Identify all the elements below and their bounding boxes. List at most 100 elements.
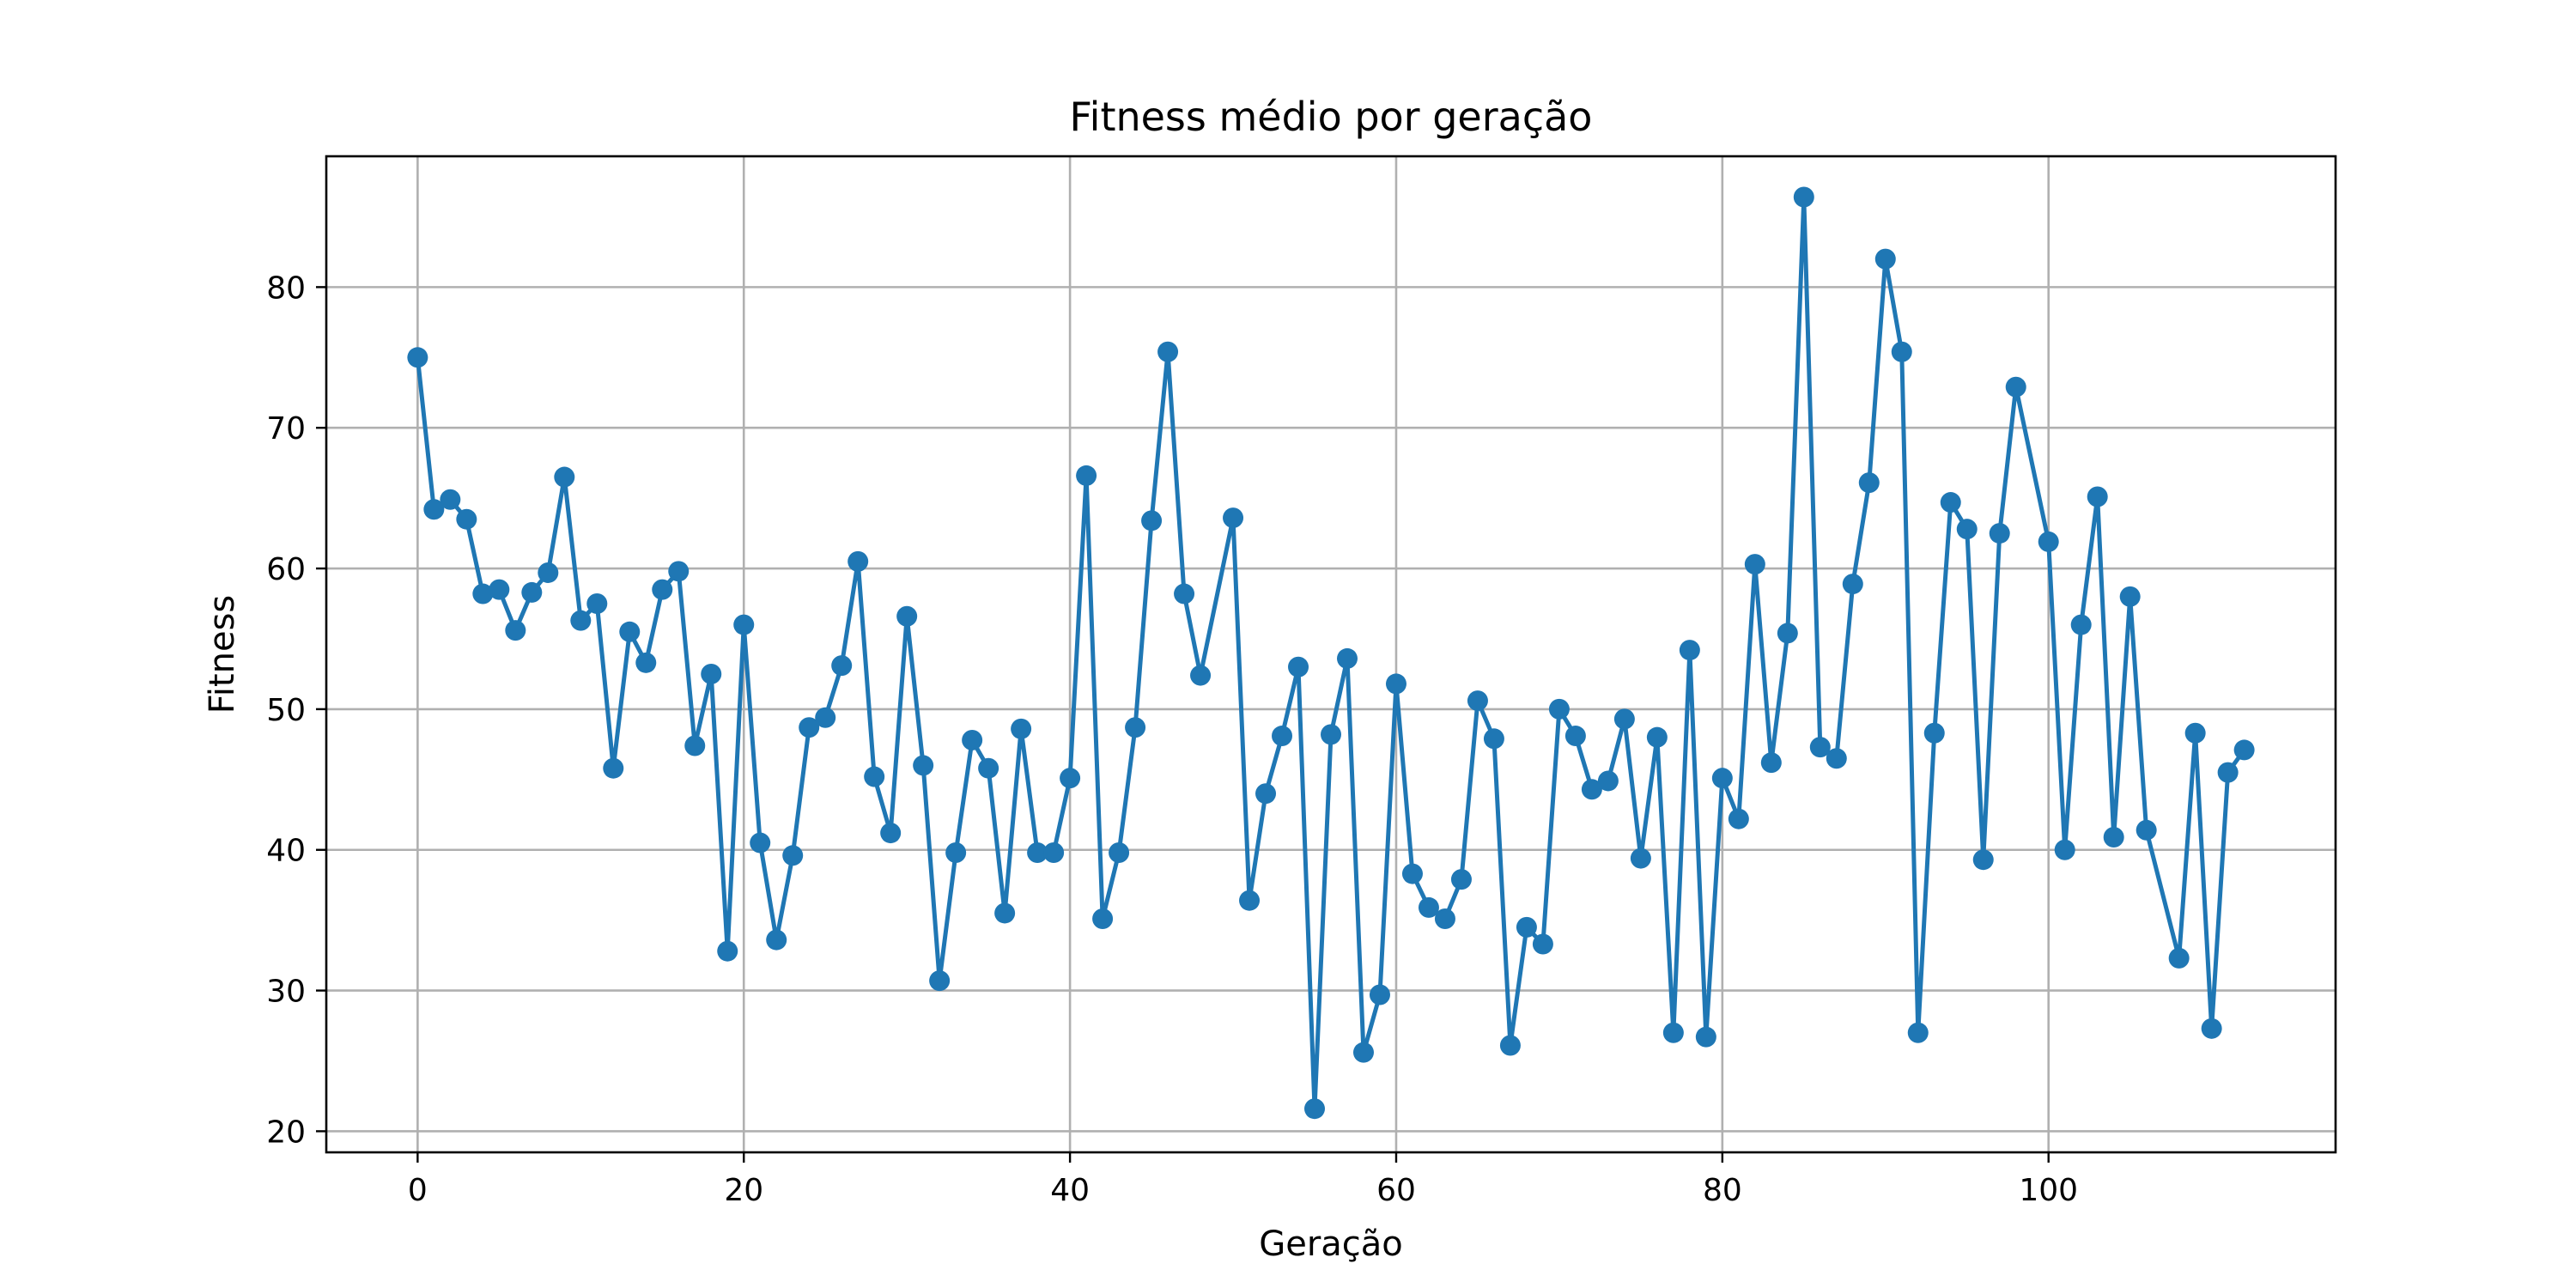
data-point xyxy=(896,605,918,627)
data-point xyxy=(848,550,869,572)
data-point xyxy=(538,562,559,583)
series-line xyxy=(415,195,2246,1111)
x-tick-label: 40 xyxy=(1050,1173,1090,1208)
data-point xyxy=(913,755,934,776)
data-point xyxy=(2201,1018,2222,1039)
data-point xyxy=(1662,1022,1684,1043)
data-point xyxy=(1401,863,1423,884)
data-point xyxy=(1630,848,1651,869)
data-point xyxy=(978,757,999,779)
data-point xyxy=(1190,665,1212,686)
data-point xyxy=(1646,726,1668,748)
data-point xyxy=(1157,341,1179,362)
data-point xyxy=(1223,507,1244,529)
data-point xyxy=(1891,341,1912,362)
data-point xyxy=(619,621,641,642)
data-point xyxy=(1109,842,1130,864)
data-point xyxy=(815,707,836,728)
plot-frame xyxy=(325,155,2337,1154)
data-point xyxy=(2103,826,2124,848)
data-point xyxy=(1728,808,1749,829)
data-point xyxy=(831,655,853,677)
data-point xyxy=(505,620,526,641)
data-point xyxy=(1272,726,1293,747)
data-point xyxy=(1141,510,1163,532)
data-point xyxy=(1597,770,1619,792)
x-tick-label: 60 xyxy=(1376,1173,1416,1208)
data-point xyxy=(1174,583,1195,605)
data-point xyxy=(1548,698,1570,720)
data-point xyxy=(423,499,445,520)
data-point xyxy=(1711,768,1733,789)
data-point xyxy=(1239,890,1261,911)
data-point xyxy=(1695,1026,1716,1048)
data-point xyxy=(1940,492,1961,513)
data-point xyxy=(2136,819,2157,841)
data-point xyxy=(1483,728,1504,750)
data-point xyxy=(962,729,983,750)
x-tick-label: 80 xyxy=(1703,1173,1742,1208)
x-axis-label: Geração xyxy=(1259,1224,1403,1264)
data-point xyxy=(2168,947,2190,969)
data-point xyxy=(1336,647,1358,669)
series-layer xyxy=(407,186,2255,1120)
data-point xyxy=(1352,1042,1374,1063)
ticks-layer: 0 20 40 60 80 100 20 30 40 50 60 70 80 xyxy=(266,270,2078,1208)
y-tick-label: 20 xyxy=(266,1115,306,1150)
data-point xyxy=(440,489,461,510)
data-point xyxy=(1858,472,1880,494)
data-point xyxy=(586,593,608,615)
data-point xyxy=(1076,465,1097,486)
data-point xyxy=(472,583,494,605)
data-point xyxy=(1956,519,1978,540)
data-point xyxy=(1092,908,1114,930)
data-point xyxy=(945,842,967,864)
data-point xyxy=(766,929,787,951)
data-point xyxy=(684,735,706,756)
data-point xyxy=(880,823,902,844)
data-point xyxy=(1679,640,1700,661)
data-point xyxy=(1972,849,1994,871)
data-point xyxy=(717,940,738,962)
data-point xyxy=(1385,673,1406,695)
y-tick-label: 30 xyxy=(266,975,306,1010)
data-point xyxy=(570,610,592,631)
data-point xyxy=(1532,933,1553,955)
data-point xyxy=(1255,783,1277,805)
data-point xyxy=(2070,614,2092,635)
data-point xyxy=(1321,724,1341,745)
data-point xyxy=(1027,842,1048,864)
x-tick-label: 0 xyxy=(408,1173,428,1208)
x-tick-label: 20 xyxy=(724,1173,763,1208)
y-axis-label: Fitness xyxy=(203,595,242,714)
data-point xyxy=(1907,1022,1929,1043)
data-point xyxy=(994,902,1016,924)
data-point xyxy=(864,766,885,787)
data-point xyxy=(1011,718,1032,739)
data-point xyxy=(2233,739,2255,761)
data-point xyxy=(554,466,575,488)
data-point xyxy=(782,845,804,866)
y-tick-label: 60 xyxy=(266,552,306,587)
data-point xyxy=(1826,748,1847,769)
data-point xyxy=(1809,737,1831,758)
data-point xyxy=(701,663,722,684)
data-point xyxy=(1369,984,1390,1005)
grid-layer xyxy=(326,156,2336,1152)
data-point xyxy=(1777,623,1798,644)
y-tick-label: 80 xyxy=(266,270,306,306)
x-tick-label: 100 xyxy=(2019,1173,2078,1208)
data-point xyxy=(1434,908,1455,930)
data-point xyxy=(1450,869,1472,890)
data-point xyxy=(2119,586,2141,607)
data-point xyxy=(750,832,771,854)
data-point xyxy=(1418,896,1439,918)
data-point xyxy=(668,561,690,582)
data-point xyxy=(635,652,657,673)
data-point xyxy=(799,717,820,738)
data-point xyxy=(407,347,428,368)
data-point xyxy=(929,970,951,992)
